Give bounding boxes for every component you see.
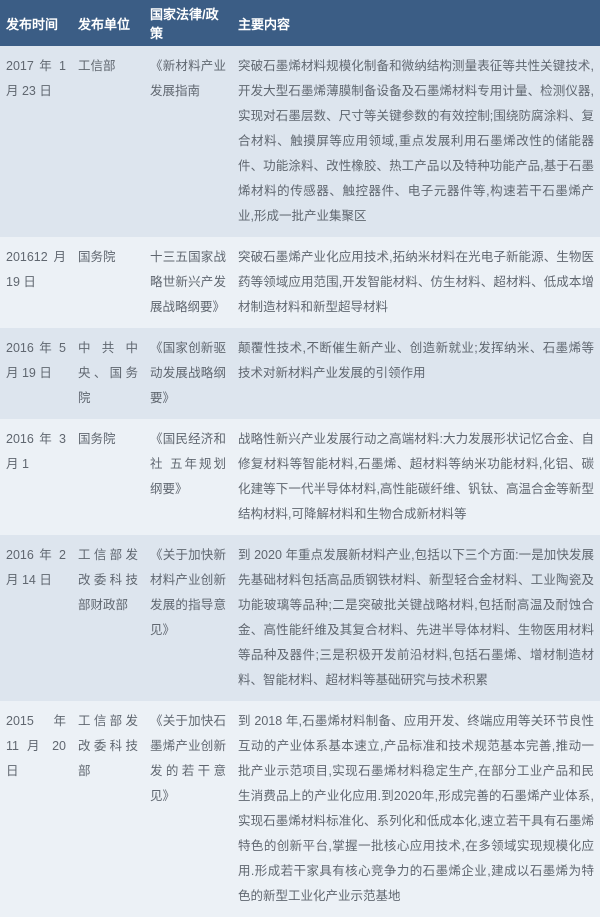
cell-policy: 《国家创新驱动发展战略纲要》 (144, 328, 232, 419)
cell-content: 到 2018 年,石墨烯材料制备、应用开发、终端应用等关环节良性互动的产业体系基… (232, 701, 600, 917)
table-row: 201612 月 19 日 国务院 十三五国家战略世新兴产发展战略纲要》 突破石… (0, 237, 600, 328)
policy-table: 发布时间 发布单位 国家法律/政策 主要内容 2017 年 1 月 23 日 工… (0, 0, 600, 917)
table-row: 2015 年 11 月 20 日 工信部发改委科技部 《关于加快石墨烯产业创新发… (0, 701, 600, 917)
cell-unit: 中共中央、国务院 (72, 328, 144, 419)
cell-policy: 十三五国家战略世新兴产发展战略纲要》 (144, 237, 232, 328)
cell-date: 2016 年 2 月 14 日 (0, 535, 72, 701)
header-content: 主要内容 (232, 0, 600, 46)
cell-unit: 工信部发改委科技部财政部 (72, 535, 144, 701)
cell-date: 2016 年 3 月 1 (0, 419, 72, 535)
cell-unit: 工信部 (72, 46, 144, 237)
cell-content: 到 2020 年重点发展新材料产业,包括以下三个方面:一是加快发展先基础材料包括… (232, 535, 600, 701)
header-date: 发布时间 (0, 0, 72, 46)
cell-content: 颠覆性技术,不断催生新产业、创造新就业;发挥纳米、石墨烯等技术对新材料产业发展的… (232, 328, 600, 419)
table-row: 2016 年 2 月 14 日 工信部发改委科技部财政部 《关于加快新材料产业创… (0, 535, 600, 701)
cell-policy: 《国民经济和社 五年规划纲要》 (144, 419, 232, 535)
cell-date: 2016 年 5 月 19 日 (0, 328, 72, 419)
cell-policy: 《新材料产业发展指南 (144, 46, 232, 237)
cell-content: 突破石墨烯产业化应用技术,拓纳米材料在光电子新能源、生物医药等领域应用范围,开发… (232, 237, 600, 328)
cell-date: 2017 年 1 月 23 日 (0, 46, 72, 237)
cell-unit: 国务院 (72, 419, 144, 535)
cell-unit: 国务院 (72, 237, 144, 328)
cell-policy: 《关于加快新材料产业创新发展的指导意见》 (144, 535, 232, 701)
cell-policy: 《关于加快石墨烯产业创新发的若干意见》 (144, 701, 232, 917)
cell-content: 突破石墨烯材料规模化制备和微纳结构测量表征等共性关键技术,开发大型石墨烯薄膜制备… (232, 46, 600, 237)
table-row: 2016 年 3 月 1 国务院 《国民经济和社 五年规划纲要》 战略性新兴产业… (0, 419, 600, 535)
cell-unit: 工信部发改委科技部 (72, 701, 144, 917)
cell-content: 战略性新兴产业发展行动之高端材料:大力发展形状记忆合金、自修复材料等智能材料,石… (232, 419, 600, 535)
header-policy: 国家法律/政策 (144, 0, 232, 46)
header-unit: 发布单位 (72, 0, 144, 46)
table-row: 2017 年 1 月 23 日 工信部 《新材料产业发展指南 突破石墨烯材料规模… (0, 46, 600, 237)
cell-date: 2015 年 11 月 20 日 (0, 701, 72, 917)
cell-date: 201612 月 19 日 (0, 237, 72, 328)
table-header-row: 发布时间 发布单位 国家法律/政策 主要内容 (0, 0, 600, 46)
table-row: 2016 年 5 月 19 日 中共中央、国务院 《国家创新驱动发展战略纲要》 … (0, 328, 600, 419)
